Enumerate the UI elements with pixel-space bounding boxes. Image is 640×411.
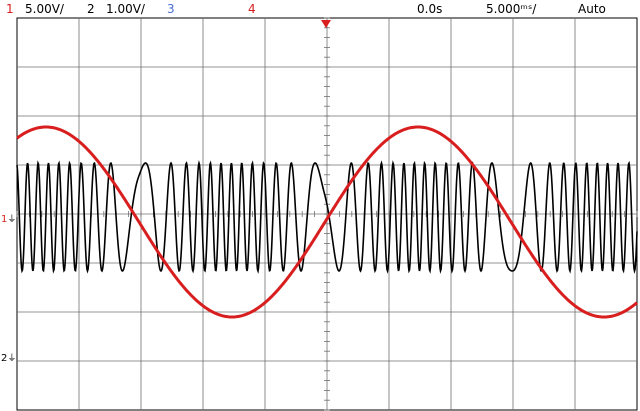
- ch2-scale[interactable]: 1.00V/: [106, 2, 145, 16]
- ch3-number[interactable]: 3: [167, 2, 175, 16]
- ch1-ground-label: 1: [1, 214, 8, 225]
- ch1-scale[interactable]: 5.00V/: [25, 2, 64, 16]
- trigger-mode[interactable]: Auto: [578, 2, 606, 16]
- ground-icon: ⏚: [7, 354, 17, 364]
- ch2-number[interactable]: 2: [87, 2, 95, 16]
- time-scale[interactable]: 5.000ᵐˢ/: [486, 2, 537, 16]
- ch1-trace: [16, 125, 638, 319]
- ch4-number[interactable]: 4: [248, 2, 256, 16]
- status-bar: 1 5.00V/ 2 1.00V/ 3 4 0.0s 5.000ᵐˢ/ Auto: [0, 0, 640, 18]
- trigger-position-icon[interactable]: [321, 20, 331, 28]
- ch2-ground-marker[interactable]: 2⏚: [1, 353, 17, 365]
- ch1-number[interactable]: 1: [6, 2, 14, 16]
- ch2-trace: [16, 159, 638, 275]
- ch2-ground-label: 2: [1, 353, 8, 364]
- ch1-ground-marker[interactable]: 1⏚: [1, 214, 17, 226]
- time-offset[interactable]: 0.0s: [417, 2, 443, 16]
- ground-icon: ⏚: [7, 215, 17, 225]
